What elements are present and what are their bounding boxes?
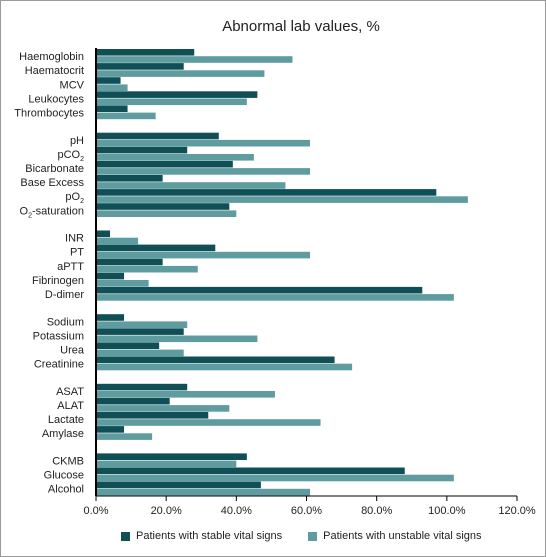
category-label-haematocrit: Haematocrit — [25, 65, 84, 77]
category-label-base-excess: Base Excess — [20, 177, 84, 189]
legend-item-unstable: Patients with unstable vital signs — [308, 530, 482, 542]
bar-stable-ckmb — [97, 453, 247, 460]
bar-unstable-thrombocytes — [97, 112, 156, 120]
bar-stable-thrombocytes — [97, 105, 128, 112]
bar-stable-haemoglobin — [97, 49, 195, 56]
x-tick-label-6: 120.0% — [498, 505, 536, 517]
bar-unstable-asat — [97, 391, 275, 398]
category-label-urea: Urea — [60, 344, 85, 356]
legend: Patients with stable vital signs Patient… — [121, 530, 482, 542]
category-label-inr: INR — [65, 233, 84, 245]
bar-stable-leukocytes — [97, 91, 258, 98]
bar-unstable-leukocytes — [97, 98, 247, 106]
category-label-lactate: Lactate — [48, 414, 84, 426]
category-label-pt: PT — [70, 247, 84, 259]
bar-unstable-bicarbonate — [97, 168, 311, 175]
bar-stable-haematocrit — [97, 63, 184, 70]
bar-unstable-aptt — [97, 265, 198, 273]
plot-area: Haemoglobin Haematocrit MCV Leukocytes Throm… — [14, 48, 536, 517]
bar-stable-asat — [97, 383, 188, 391]
x-tick-label-4: 80.0% — [361, 505, 392, 517]
bar-unstable-potassium — [97, 335, 258, 343]
bar-stable-glucose — [97, 467, 405, 475]
bar-unstable-fibrinogen — [97, 280, 149, 287]
bar-unstable-haemoglobin — [97, 56, 293, 63]
bar-unstable-o2-saturation — [97, 210, 237, 217]
bar-unstable-amylase — [97, 433, 153, 440]
bar-stable-bicarbonate — [97, 160, 233, 168]
bar-stable-ph — [97, 132, 219, 140]
bar-stable-pco2 — [97, 146, 188, 154]
x-tick-label-3: 60.0% — [291, 505, 322, 517]
category-label-thrombocytes: Thrombocytes — [14, 107, 84, 119]
bar-unstable-glucose — [97, 474, 454, 482]
category-label-potassium: Potassium — [33, 330, 84, 342]
bar-stable-amylase — [97, 426, 125, 433]
category-label-mcv: MCV — [60, 79, 85, 91]
bar-unstable-d-dimer — [97, 294, 454, 301]
bar-stable-creatinine — [97, 356, 335, 364]
bar-stable-potassium — [97, 328, 184, 335]
category-label-alcohol: Alcohol — [48, 484, 84, 496]
category-label-creatinine: Creatinine — [34, 359, 84, 371]
category-label-ph: pH — [70, 135, 84, 147]
chart-title: Abnormal lab values, % — [222, 18, 380, 35]
bar-unstable-ph — [97, 139, 311, 147]
bar-unstable-alcohol — [97, 488, 311, 496]
bar-unstable-base-excess — [97, 182, 286, 189]
bar-stable-alcohol — [97, 481, 261, 489]
bar-stable-aptt — [97, 258, 163, 266]
legend-label-stable: Patients with stable vital signs — [136, 530, 283, 542]
category-label-po2: pO2 — [65, 191, 84, 205]
legend-swatch-unstable — [308, 531, 318, 541]
bar-stable-sodium — [97, 314, 125, 321]
bar-unstable-inr — [97, 237, 139, 245]
legend-item-stable: Patients with stable vital signs — [121, 530, 282, 542]
category-label-sodium: Sodium — [47, 316, 84, 328]
category-label-fibrinogen: Fibrinogen — [32, 275, 84, 287]
bar-unstable-haematocrit — [97, 70, 265, 77]
category-label-o2-saturation: O2-saturation — [20, 205, 84, 219]
category-label-ckmb: CKMB — [52, 455, 84, 467]
bar-unstable-urea — [97, 349, 184, 357]
category-label-glucose: Glucose — [44, 470, 84, 482]
category-label-haemoglobin: Haemoglobin — [19, 51, 84, 63]
category-label-d-dimer: D-dimer — [45, 289, 84, 301]
bar-unstable-po2 — [97, 196, 468, 203]
bar-unstable-ckmb — [97, 460, 237, 468]
bar-unstable-pco2 — [97, 154, 254, 161]
bar-unstable-alat — [97, 405, 230, 412]
bar-stable-base-excess — [97, 175, 163, 182]
category-label-leukocytes: Leukocytes — [28, 93, 84, 105]
category-label-aptt: aPTT — [57, 261, 84, 273]
bar-unstable-pt — [97, 251, 311, 259]
bar-stable-alat — [97, 397, 170, 405]
bar-stable-o2-saturation — [97, 203, 230, 210]
x-tick-label-2: 40.0% — [221, 505, 252, 517]
legend-label-unstable: Patients with unstable vital signs — [323, 530, 482, 542]
x-tick-label-5: 100.0% — [428, 505, 466, 517]
category-label-bicarbonate: Bicarbonate — [25, 163, 84, 175]
category-label-amylase: Amylase — [42, 428, 84, 440]
bar-stable-po2 — [97, 189, 437, 196]
bar-unstable-lactate — [97, 419, 321, 426]
bar-stable-lactate — [97, 412, 209, 419]
category-label-alat: ALAT — [57, 400, 84, 412]
bar-unstable-mcv — [97, 84, 128, 91]
bar-stable-pt — [97, 244, 216, 252]
bar-unstable-creatinine — [97, 363, 353, 371]
category-label-pco2: pCO2 — [57, 149, 84, 163]
x-tick-label-1: 20.0% — [151, 505, 182, 517]
bar-stable-inr — [97, 230, 111, 238]
bar-stable-fibrinogen — [97, 272, 125, 280]
bar-unstable-sodium — [97, 321, 188, 328]
bar-stable-urea — [97, 342, 160, 349]
bar-stable-mcv — [97, 77, 121, 84]
x-tick-label-0: 0.0% — [83, 505, 108, 517]
bar-stable-d-dimer — [97, 286, 423, 294]
category-label-asat: ASAT — [56, 386, 84, 398]
legend-swatch-stable — [121, 531, 130, 541]
